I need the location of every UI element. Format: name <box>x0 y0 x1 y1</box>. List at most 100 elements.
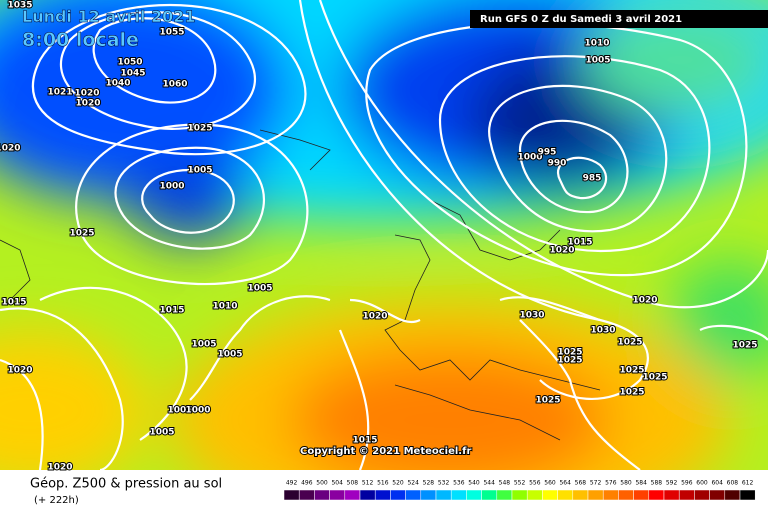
isobar-label: 1020 <box>0 144 21 154</box>
isobar-label: 1005 <box>217 350 242 360</box>
isobar-label: 990 <box>548 159 567 169</box>
legend-label: 512 <box>362 480 374 487</box>
legend-label: 588 <box>651 480 663 487</box>
isobar-label: 1025 <box>535 396 560 406</box>
legend-swatch <box>678 489 695 501</box>
isobar-label: 1020 <box>75 99 100 109</box>
isobar-label: 1025 <box>617 338 642 348</box>
isobar-label: 995 <box>538 148 557 158</box>
isobar-label: 1015 <box>567 238 592 248</box>
legend-label: 564 <box>559 480 571 487</box>
legend-label: 516 <box>377 480 389 487</box>
legend-swatch <box>390 489 406 501</box>
isobar-label: 1030 <box>519 311 544 321</box>
legend-label: 568 <box>575 480 587 487</box>
isobar-label: 1025 <box>619 388 644 398</box>
legend-swatch <box>739 489 756 501</box>
isobar-label: 1025 <box>69 229 94 239</box>
legend-swatch <box>633 489 650 501</box>
isobar-label: 1025 <box>557 348 582 358</box>
legend-swatch <box>618 489 634 501</box>
isobar-label: 1040 <box>105 79 130 89</box>
isobar-label: 1025 <box>557 356 582 366</box>
isobar-label: 1005 <box>149 428 174 438</box>
legend-swatch <box>511 489 528 501</box>
legend-label: 560 <box>544 480 556 487</box>
isobar-label: 1050 <box>117 58 142 68</box>
legend-swatch <box>557 489 574 501</box>
legend-label: 596 <box>681 480 693 487</box>
legend-label: 536 <box>453 480 465 487</box>
legend-swatch <box>694 489 710 501</box>
legend-label: 580 <box>620 480 632 487</box>
legend-swatch <box>648 489 665 501</box>
legend-swatch <box>283 489 300 501</box>
legend-swatch <box>359 489 376 501</box>
legend-swatch <box>374 489 391 501</box>
legend-label: 492 <box>286 480 298 487</box>
isobar-label: 1020 <box>632 296 657 306</box>
isobar-label: 1025 <box>187 124 212 134</box>
legend-swatch <box>329 489 346 501</box>
legend-label: 504 <box>331 480 343 487</box>
legend-label: 548 <box>499 480 511 487</box>
isobar-label: 1021 <box>47 88 72 98</box>
isobar-label: 1015 <box>1 298 26 308</box>
footer-lead: (+ 222h) <box>34 495 79 506</box>
legend-swatch <box>466 489 482 501</box>
isobar-label: 1000 <box>159 182 184 192</box>
legend-label: 604 <box>711 480 723 487</box>
legend-label: 520 <box>392 480 404 487</box>
legend-swatch <box>314 489 330 501</box>
isobar-label: 1060 <box>162 80 187 90</box>
isobar-label: 1010 <box>212 302 237 312</box>
legend-label: 572 <box>590 480 602 487</box>
legend-label: 528 <box>423 480 435 487</box>
legend-label: 576 <box>605 480 617 487</box>
isobar-label: 1020 <box>362 312 387 322</box>
legend-label: 532 <box>438 480 450 487</box>
legend-swatch <box>481 489 498 501</box>
legend-swatch <box>496 489 513 501</box>
legend-label: 584 <box>635 480 647 487</box>
isobar-label: 1000 <box>185 406 210 416</box>
isobar-label: 985 <box>583 174 602 184</box>
legend-label: 556 <box>529 480 541 487</box>
legend-swatch <box>526 489 543 501</box>
isobar-label: 1025 <box>619 366 644 376</box>
isobar-label: 1020 <box>7 366 32 376</box>
legend-label: 500 <box>316 480 328 487</box>
legend-label: 608 <box>727 480 739 487</box>
isobar-label: 1020 <box>549 246 574 256</box>
legend-label: 600 <box>696 480 708 487</box>
isobar-label: 1005 <box>585 56 610 66</box>
legend-swatch <box>344 489 361 501</box>
forecast-time: 8:00 locale <box>22 29 139 51</box>
isobar-label: 1025 <box>732 341 757 351</box>
isobars <box>0 0 768 470</box>
legend-label: 612 <box>742 480 754 487</box>
legend-label: 544 <box>483 480 495 487</box>
run-box <box>470 10 768 28</box>
legend-swatch <box>542 489 558 501</box>
isobar-label: 1020 <box>74 89 99 99</box>
legend-swatch <box>405 489 422 501</box>
isobar-label: 1045 <box>120 69 145 79</box>
legend-label: 540 <box>468 480 480 487</box>
footer-title: Géop. Z500 & pression au sol <box>30 477 222 492</box>
legend-swatch <box>587 489 604 501</box>
forecast-date: Lundi 12 avril 2021 <box>22 7 196 26</box>
legend-label: 524 <box>407 480 419 487</box>
isobar-label: 1005 <box>167 406 192 416</box>
run-info: Run GFS 0 Z du Samedi 3 avril 2021 <box>480 14 682 25</box>
isobar-label: 1020 <box>47 463 72 473</box>
copyright: Copyright © 2021 Meteociel.fr <box>300 446 471 457</box>
isobar-label: 1005 <box>187 166 212 176</box>
isobar-label: 1030 <box>590 326 615 336</box>
legend-label: 496 <box>301 480 313 487</box>
isobar-label: 1025 <box>642 373 667 383</box>
legend-swatch <box>420 489 437 501</box>
isobar-label: 1015 <box>159 306 184 316</box>
